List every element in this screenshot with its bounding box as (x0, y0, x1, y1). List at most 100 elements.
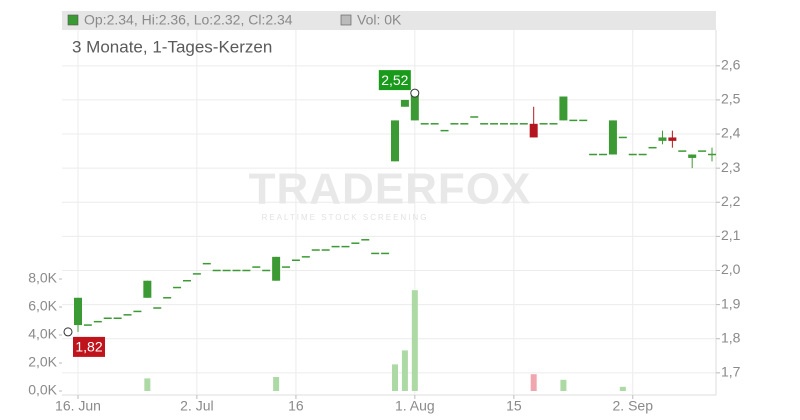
volume-bar (619, 386, 626, 391)
y-tick-label: 2,4 (721, 125, 741, 141)
candle-body (262, 269, 271, 272)
candle-body (440, 129, 449, 132)
candle-body (678, 150, 687, 152)
y-tick-label: 1,9 (721, 295, 741, 311)
candle-body (123, 314, 132, 316)
volume-bar (530, 374, 537, 391)
volume-bar (411, 290, 418, 391)
candle-body (163, 297, 172, 299)
y-tick-label: 2,2 (721, 193, 741, 209)
x-tick-label: 2. Sep (613, 398, 654, 414)
candle-body (470, 116, 479, 118)
volume-legend: Vol: 0K (357, 12, 402, 28)
candle-body (153, 307, 162, 309)
candle-body (113, 317, 122, 319)
watermark-tagline: REALTIME STOCK SCREENING (262, 213, 429, 222)
y2-tick-label: 6,0K (28, 298, 57, 314)
max-label: 2,52 (381, 72, 408, 88)
candle-body (450, 123, 459, 125)
candle-body (490, 123, 499, 125)
candle-body (301, 256, 310, 258)
candle-body (638, 153, 647, 156)
candle-body (173, 286, 182, 289)
candle-body (460, 123, 469, 125)
candle-body (321, 249, 330, 251)
candle-body (410, 93, 419, 121)
ohlc-legend-swatch (67, 14, 79, 26)
candle-body (499, 123, 508, 125)
candle-body (232, 269, 241, 272)
candle-body (559, 96, 568, 121)
candle-body (668, 137, 677, 141)
candle-body (133, 310, 142, 313)
candle-body (529, 123, 538, 138)
legend-bar (62, 11, 716, 30)
candle-body (539, 123, 548, 125)
min-label-box (73, 336, 105, 357)
subtitle: 3 Monate, 1-Tages-Kerzen (72, 37, 272, 56)
y-tick-label: 1,8 (721, 329, 741, 345)
max-label-box (378, 70, 411, 91)
candle-body (688, 154, 697, 158)
x-tick-label: 2. Jul (180, 398, 213, 414)
volume-bar (401, 350, 408, 391)
min-label: 1,82 (75, 339, 102, 355)
x-tick-label: 16. Jun (55, 398, 101, 414)
x-tick-label: 1. Aug (395, 398, 435, 414)
candle-body (331, 245, 340, 248)
candle-body (341, 245, 350, 248)
candle-body (252, 266, 261, 268)
candle-body (519, 123, 528, 125)
candle-body (192, 273, 201, 275)
candle-body (311, 249, 320, 251)
candle-body (103, 317, 112, 319)
y-tick-label: 2,1 (721, 227, 741, 243)
candle-body (83, 324, 92, 326)
ohlc-legend: Op:2.34, Hi:2.36, Lo:2.32, Cl:2.34 (84, 12, 293, 28)
max-marker (410, 88, 420, 98)
y-tick-label: 2,0 (721, 261, 741, 277)
candle-body (509, 123, 518, 125)
y-tick-label: 1,7 (721, 364, 741, 380)
candle-body (381, 252, 390, 255)
y2-tick-label: 2,0K (28, 354, 57, 370)
candle-body (282, 266, 291, 268)
candle-body (648, 146, 657, 149)
x-tick-label: 15 (506, 398, 522, 414)
candle-body (222, 269, 231, 272)
candle-body (628, 153, 637, 156)
candle-body (212, 269, 221, 272)
candle-body (391, 120, 399, 162)
volume-bar (560, 379, 567, 391)
candle-body (608, 120, 617, 155)
y2-tick-label: 8,0K (28, 270, 57, 286)
y2-tick-label: 0,0K (28, 382, 57, 398)
candle-body (351, 242, 360, 244)
volume-bar (392, 364, 398, 391)
candle-body (143, 280, 152, 298)
volume-legend-swatch (340, 14, 352, 26)
candle-body (291, 259, 300, 262)
candle-body (74, 297, 82, 326)
candle-body (589, 153, 598, 156)
candle-body (400, 99, 409, 107)
candle-body (272, 256, 281, 281)
candle-body (361, 239, 370, 241)
candle-body (599, 153, 608, 156)
candle-body (182, 279, 191, 282)
candle-body (371, 252, 380, 255)
y-tick-label: 2,3 (721, 159, 741, 175)
candle-body (480, 123, 489, 125)
x-tick-label: 16 (288, 398, 304, 414)
candle-body (708, 153, 716, 156)
candle-body (618, 136, 627, 139)
candle-body (569, 119, 578, 122)
candle-body (430, 123, 439, 125)
candle-body (242, 269, 251, 272)
y-tick-label: 2,5 (721, 91, 741, 107)
candle-body (420, 123, 429, 125)
candle-body (93, 320, 102, 323)
y2-tick-label: 4,0K (28, 326, 57, 342)
